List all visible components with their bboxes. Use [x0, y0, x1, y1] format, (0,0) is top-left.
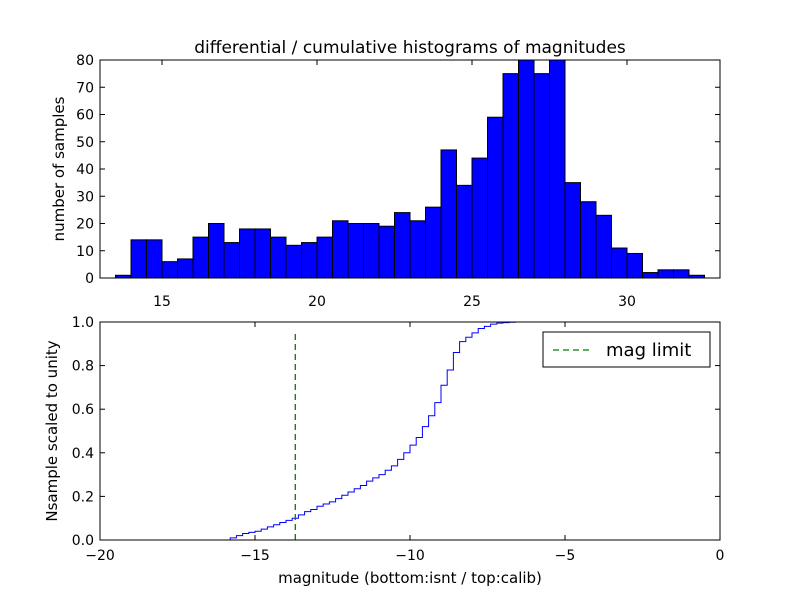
- histogram-bar: [564, 182, 581, 279]
- histogram-bar: [502, 73, 519, 279]
- x-tick-label: 20: [308, 294, 326, 310]
- histogram-bar: [657, 269, 674, 279]
- y-tick-label: 50: [76, 135, 94, 151]
- y-tick-label: 80: [76, 53, 94, 69]
- bottom-cumulative-plot: 0.0 0.2 0.4 0.6 0.8 1.0 −20 −15 −10 −5 0 magnitude …: [43, 315, 724, 587]
- histogram-bar: [425, 206, 442, 279]
- y-tick-label: 0.4: [72, 446, 94, 462]
- histogram-bar: [533, 73, 550, 279]
- histogram-bar: [487, 116, 504, 279]
- histogram-bar: [223, 242, 240, 279]
- histogram-bar: [409, 220, 426, 279]
- y-tick-label: 0.2: [72, 489, 94, 505]
- histogram-bar: [347, 223, 364, 279]
- x-tick-label: −15: [240, 548, 270, 564]
- x-tick-label: 30: [618, 294, 636, 310]
- histogram-bar: [270, 236, 287, 279]
- histogram-bar: [161, 261, 178, 279]
- y-tick-label: 20: [76, 217, 94, 233]
- histogram-bar: [192, 236, 209, 279]
- y-tick-label: 0.0: [72, 533, 94, 549]
- histogram-bar: [316, 236, 333, 279]
- histogram-bar: [130, 239, 147, 279]
- histogram-bar: [254, 228, 271, 279]
- histogram-bar: [595, 214, 612, 279]
- histogram-bar: [378, 225, 395, 279]
- histogram-bar: [301, 242, 318, 279]
- histogram-bar: [611, 247, 628, 279]
- histogram-bar: [518, 59, 535, 279]
- top-chart-title: differential / cumulative histograms of …: [194, 38, 626, 58]
- cumulative-step-line: [100, 321, 720, 541]
- x-tick-label: 15: [153, 294, 171, 310]
- histogram-bar: [456, 184, 473, 279]
- histogram-bar: [332, 220, 349, 279]
- histogram-bar: [177, 258, 194, 279]
- y-tick-label: 70: [76, 80, 94, 96]
- y-tick-label: 0.6: [72, 402, 94, 418]
- histogram-bar: [146, 239, 163, 279]
- y-tick-label: 0: [85, 271, 94, 287]
- histogram-bar: [440, 149, 457, 279]
- bottom-y-axis-label: Nsample scaled to unity: [43, 340, 61, 521]
- x-tick-label: 0: [716, 548, 725, 564]
- y-tick-label: 30: [76, 189, 94, 205]
- histogram-bar: [673, 269, 690, 279]
- y-tick-label: 60: [76, 108, 94, 124]
- top-y-axis-label: number of samples: [50, 96, 68, 241]
- y-tick-label: 10: [76, 244, 94, 260]
- histogram-bar: [549, 59, 566, 279]
- legend-box: [542, 331, 711, 368]
- histogram-bar: [208, 223, 225, 279]
- histogram-bar: [580, 201, 597, 279]
- x-tick-label: −10: [395, 548, 425, 564]
- bottom-x-axis-label: magnitude (bottom:isnt / top:calib): [278, 569, 542, 587]
- legend: mag limit: [542, 331, 711, 368]
- histogram-bar: [394, 212, 411, 279]
- histogram-bar: [285, 244, 302, 279]
- legend-label: mag limit: [606, 340, 691, 361]
- y-tick-label: 0.8: [72, 359, 94, 375]
- histogram-bar: [239, 228, 256, 279]
- x-tick-label: 25: [463, 294, 481, 310]
- y-tick-label: 40: [76, 162, 94, 178]
- histogram-bar: [471, 157, 488, 279]
- y-tick-label: 1.0: [72, 315, 94, 331]
- histogram-bar: [642, 272, 659, 279]
- x-tick-label: −20: [85, 548, 115, 564]
- histogram-bar: [363, 223, 380, 279]
- top-histogram-plot: 0 10 20 30 40 50 60 70 80 15 20 25 30 number of sampl…: [50, 53, 721, 310]
- histogram-bar: [626, 252, 643, 279]
- x-tick-label: −5: [555, 548, 576, 564]
